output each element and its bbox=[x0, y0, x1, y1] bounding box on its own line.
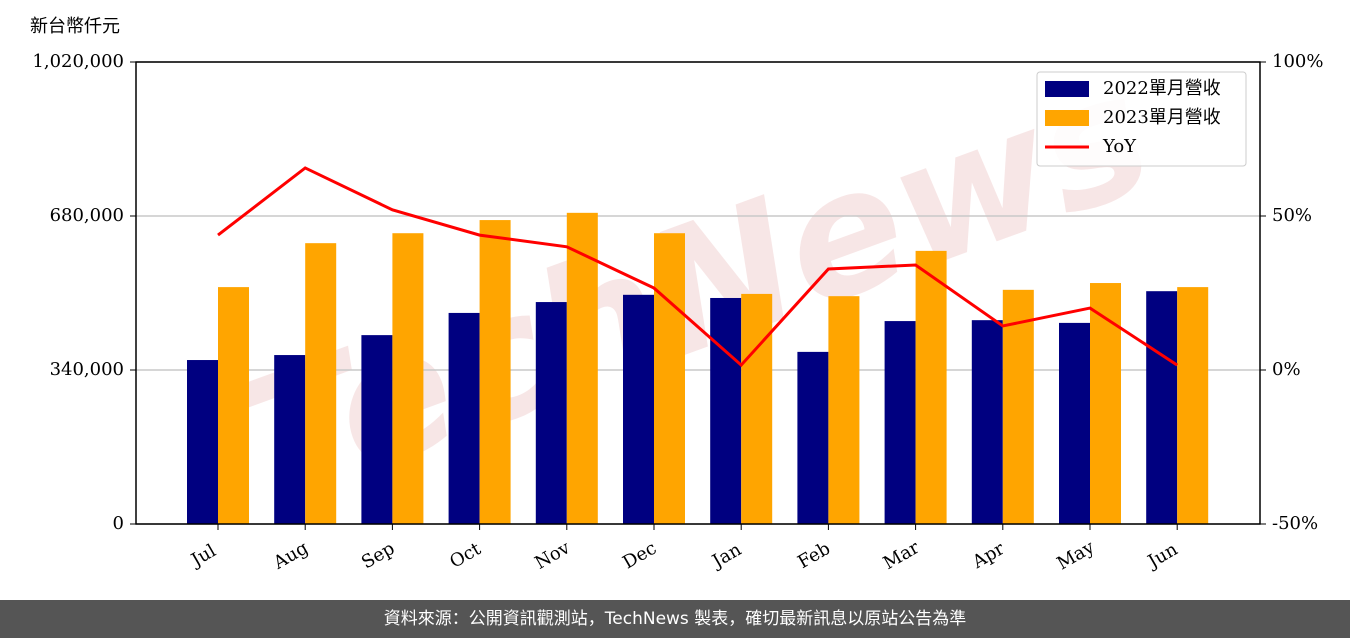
yoy-line bbox=[217, 166, 1179, 368]
legend-swatch bbox=[1045, 81, 1089, 97]
legend-label: 2022單月營收 bbox=[1103, 78, 1221, 99]
bar bbox=[1177, 287, 1209, 524]
y2-tick-label: 50% bbox=[1272, 205, 1312, 226]
y-tick-label: 340,000 bbox=[50, 359, 124, 380]
bar bbox=[535, 302, 567, 524]
y2-tick-label: -50% bbox=[1272, 513, 1318, 534]
legend-label: YoY bbox=[1102, 136, 1137, 157]
y-tick-label: 1,020,000 bbox=[32, 51, 124, 72]
bar bbox=[884, 321, 916, 524]
bar bbox=[392, 233, 424, 524]
y-axis-label: 新台幣仟元 bbox=[30, 16, 120, 37]
x-tick-label: Aug bbox=[269, 537, 312, 574]
footer: 資料來源：公開資訊觀測站，TechNews 製表，確切最新訊息以原站公告為準 bbox=[0, 600, 1350, 638]
x-tick-label: Jan bbox=[707, 539, 745, 573]
x-tick-label: Sep bbox=[358, 538, 398, 573]
bar bbox=[797, 351, 829, 524]
bar bbox=[1059, 322, 1090, 524]
bar bbox=[623, 294, 654, 524]
bar bbox=[361, 335, 393, 524]
x-tick-label: Oct bbox=[446, 538, 485, 573]
legend-label: 2023單月營收 bbox=[1103, 107, 1221, 128]
bar bbox=[1146, 291, 1178, 524]
bar bbox=[654, 233, 685, 524]
bar bbox=[710, 297, 742, 524]
bar bbox=[218, 287, 249, 524]
y-tick-label: 0 bbox=[113, 513, 124, 534]
legend-swatch bbox=[1045, 110, 1089, 126]
bar bbox=[741, 293, 773, 524]
bar bbox=[971, 320, 1003, 524]
x-tick-label: Mar bbox=[880, 537, 924, 574]
x-tick-label: Feb bbox=[794, 538, 834, 573]
y-tick-label: 680,000 bbox=[50, 205, 124, 226]
bar bbox=[305, 243, 337, 525]
bar bbox=[274, 355, 306, 524]
bar bbox=[915, 250, 947, 524]
x-tick-label: Apr bbox=[968, 538, 1008, 573]
bar bbox=[828, 296, 860, 524]
chart: TechNews 新台幣仟元 0340,000680,0001,020,000-… bbox=[30, 16, 1323, 574]
y2-tick-label: 100% bbox=[1272, 51, 1323, 72]
bar bbox=[448, 312, 480, 524]
bar bbox=[187, 360, 218, 524]
bar bbox=[566, 212, 598, 524]
legend-box bbox=[1036, 71, 1247, 167]
bar bbox=[479, 220, 511, 524]
bar bbox=[1002, 289, 1034, 524]
x-tick-label: Jul bbox=[186, 540, 220, 572]
x-tick-label: May bbox=[1053, 536, 1098, 574]
x-tick-label: Jun bbox=[1143, 539, 1182, 574]
x-tick-label: Dec bbox=[619, 538, 660, 574]
plot-frame bbox=[135, 61, 1261, 525]
y2-tick-label: 0% bbox=[1272, 359, 1301, 380]
x-tick-label: Nov bbox=[531, 537, 574, 574]
